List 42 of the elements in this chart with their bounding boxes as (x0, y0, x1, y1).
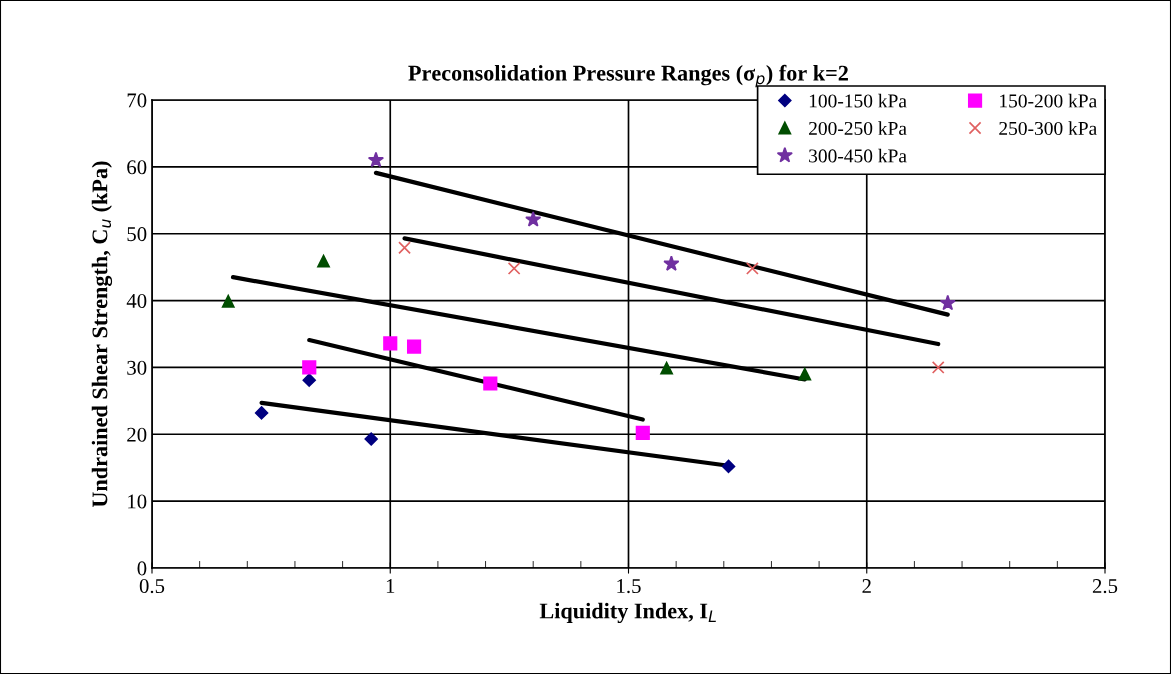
point (406, 339, 422, 354)
point (254, 406, 269, 420)
x-tick-label: 2 (862, 579, 871, 593)
y-tick-label: 60 (127, 160, 147, 175)
legend-label: 100-150 kPa (809, 93, 907, 108)
point (663, 255, 680, 271)
point (364, 432, 378, 446)
y-tick-label: 70 (127, 93, 147, 108)
y-tick-label: 0 (137, 561, 147, 576)
point (398, 241, 411, 255)
x-tick-label: 1 (386, 579, 395, 593)
legend-label: 300-450 kPa (809, 148, 907, 163)
x-tick-label: 0.5 (139, 579, 165, 594)
legend-label: 250-300 kPa (999, 121, 1097, 136)
y-tick-label: 30 (127, 360, 147, 375)
point (221, 294, 235, 308)
x-tick-label: 1.5 (617, 579, 641, 594)
point (302, 373, 316, 387)
point (383, 336, 398, 351)
x-tick-label: 2.5 (1092, 579, 1118, 594)
point (939, 294, 956, 311)
x-axis-title: Liquidity Index, I$_{L}$ (539, 602, 716, 624)
point (745, 262, 759, 275)
point (367, 151, 385, 168)
point (931, 361, 945, 374)
point (483, 376, 498, 391)
point (507, 262, 521, 275)
point (302, 360, 317, 375)
y-tick-label: 20 (127, 427, 147, 442)
point (660, 361, 674, 375)
y-tick-label: 40 (126, 293, 147, 308)
point (798, 367, 812, 381)
point (721, 459, 736, 474)
y-tick-label: 50 (127, 227, 147, 242)
y-axis-title: Undrained Shear Strength, C$_{u}$ (kPa) (91, 161, 113, 508)
legend-label: 150-200 kPa (1000, 93, 1097, 108)
point (525, 211, 542, 227)
point (635, 425, 650, 441)
point (317, 254, 330, 268)
legend-label: 200-250 kPa (809, 121, 907, 136)
y-tick-label: 10 (128, 494, 147, 509)
chart-title: Preconsolidation Pressure Ranges (σ$_{p}$) for k=2 (408, 64, 848, 88)
